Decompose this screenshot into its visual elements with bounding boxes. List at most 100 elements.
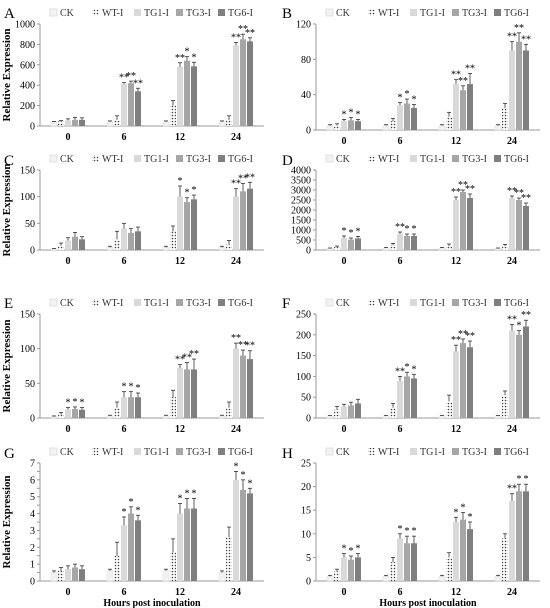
bar [334, 247, 340, 250]
bar [184, 60, 190, 126]
significance-mark: * [342, 226, 347, 237]
legend-swatch [49, 154, 58, 163]
significance-mark: * [356, 109, 361, 120]
legend-swatch [494, 9, 501, 16]
bar [453, 84, 459, 130]
panel-label: B [282, 6, 292, 22]
y-tick-label: 600 [20, 60, 35, 71]
bar [79, 569, 85, 581]
x-tick-label: 6 [398, 256, 403, 267]
significance-mark: ** [238, 340, 248, 351]
bar [50, 572, 58, 582]
bar [191, 66, 197, 126]
legend-swatch [494, 448, 501, 455]
bar [247, 188, 253, 250]
bar [494, 576, 502, 582]
bar [411, 378, 417, 418]
legend-swatch [325, 447, 334, 456]
bar [326, 415, 334, 419]
bar [326, 125, 334, 131]
legend-label: TG6-I [228, 154, 253, 165]
significance-mark: ** [175, 355, 185, 366]
legend-swatch [218, 448, 225, 455]
panel-label: H [282, 446, 293, 462]
bar [390, 407, 396, 418]
x-tick-label: 12 [175, 132, 185, 143]
legend-label: TG1-I [144, 447, 169, 458]
legend-swatch [49, 8, 58, 17]
significance-mark: ** [175, 53, 185, 64]
x-tick-label: 6 [398, 136, 403, 147]
bar [516, 200, 522, 250]
y-tick-label: 50 [25, 379, 35, 390]
y-tick-label: 6 [30, 475, 35, 486]
bar [50, 248, 58, 251]
bar [218, 121, 226, 127]
bar [348, 239, 354, 250]
bar [460, 90, 466, 130]
bar [218, 247, 226, 251]
bar [114, 119, 120, 126]
bar [326, 576, 334, 582]
significance-mark: * [342, 109, 347, 120]
significance-mark: ** [521, 34, 531, 45]
bar [382, 576, 390, 582]
y-tick-label: 0 [306, 126, 311, 137]
bar [58, 245, 64, 250]
y-tick-label: 5 [306, 553, 311, 564]
legend-label: WT-I [378, 298, 399, 309]
bar [523, 326, 529, 418]
x-tick-label: 12 [451, 136, 461, 147]
significance-mark: ** [189, 349, 199, 360]
panel-label: G [4, 446, 15, 462]
x-tick-label: 24 [507, 587, 517, 598]
panel-f: F CK WT-I TG1-I TG3-I TG6-I0501001502002500**… [282, 296, 540, 435]
legend-label: TG3-I [186, 447, 211, 458]
bar [453, 351, 459, 418]
y-tick-label: 0 [306, 246, 311, 257]
significance-mark: * [234, 461, 239, 472]
bar [184, 508, 190, 581]
legend-label: CK [336, 447, 351, 458]
bar [446, 116, 452, 130]
legend-swatch [452, 448, 459, 455]
y-tick-label: 10 [301, 529, 311, 540]
significance-mark: ** [458, 180, 468, 191]
bar [240, 355, 246, 418]
significance-mark: * [241, 470, 246, 481]
y-tick-label: 0 [30, 122, 35, 133]
significance-mark: * [122, 382, 127, 393]
bar [58, 414, 64, 418]
y-tick-label: 200 [296, 330, 311, 341]
legend-label: CK [60, 154, 75, 165]
significance-mark: ** [133, 78, 143, 89]
bar [170, 397, 176, 418]
y-tick-label: 200 [20, 101, 35, 112]
y-tick-label: 100 [20, 344, 35, 355]
legend-swatch [176, 299, 183, 306]
panel-label: E [4, 296, 13, 312]
bar [355, 238, 361, 250]
legend-swatch [325, 298, 334, 307]
bar [79, 409, 85, 418]
bar [502, 246, 508, 250]
bar [460, 519, 466, 581]
y-tick-label: 500 [296, 236, 311, 247]
bar [184, 369, 190, 418]
bar [516, 41, 522, 130]
y-tick-label: 7 [30, 459, 35, 470]
bar [121, 84, 127, 126]
bar [240, 489, 246, 581]
legend-swatch [92, 448, 99, 455]
bar [135, 397, 141, 418]
bar [334, 125, 340, 130]
bar [355, 403, 361, 418]
bar [397, 105, 403, 130]
legend-swatch [368, 9, 375, 16]
bar [341, 238, 347, 250]
x-tick-label: 12 [451, 424, 461, 435]
x-tick-label: 24 [507, 256, 517, 267]
bar [247, 41, 253, 127]
significance-mark: * [461, 503, 466, 514]
legend-swatch [410, 299, 417, 306]
